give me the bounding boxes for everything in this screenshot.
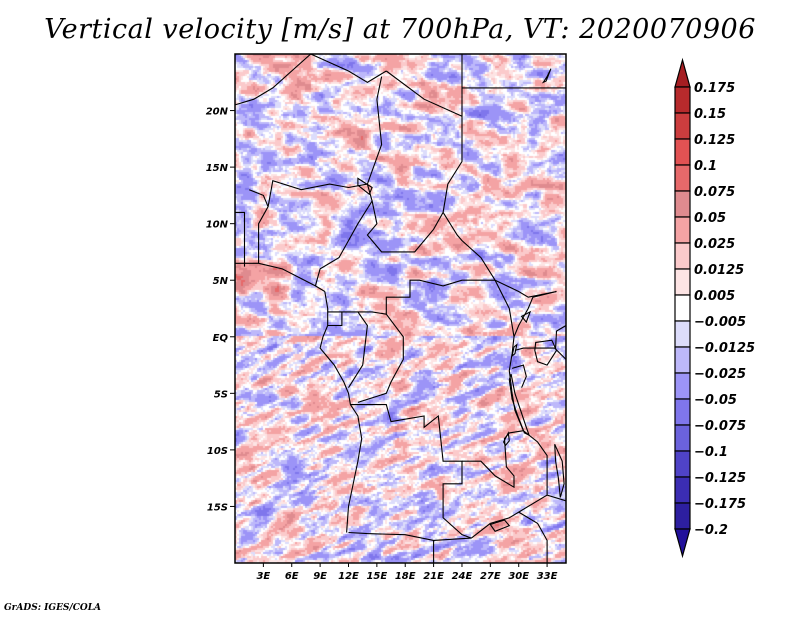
country-border [310, 53, 387, 83]
country-border [258, 262, 326, 292]
country-border [235, 179, 368, 264]
country-border [494, 279, 524, 431]
colorbar-segment [674, 502, 691, 530]
y-tick-label: 10N [206, 220, 229, 231]
colorbar-label: 0.1 [694, 159, 717, 174]
x-tick-label: 9E [313, 571, 327, 582]
colorbar-label: 0.15 [694, 107, 726, 122]
chart-title: Vertical velocity [m/s] at 700hPa, VT: 2… [44, 14, 756, 45]
colorbar-segment [674, 398, 691, 426]
y-tick-label: 20N [206, 107, 229, 118]
colorbar-segment [674, 450, 691, 478]
y-tick-label: 15S [207, 502, 228, 513]
colorbar-segment [674, 216, 691, 244]
x-tick-label: 27E [480, 571, 501, 582]
country-border [248, 189, 269, 207]
country-border [327, 311, 343, 327]
colorbar-segment [674, 476, 691, 504]
y-tick-label: 10S [207, 446, 228, 457]
colorbar-segment [674, 242, 691, 270]
country-border [366, 76, 444, 253]
country-border [350, 404, 472, 539]
country-border [462, 430, 548, 539]
x-tick-label: 12E [338, 571, 359, 582]
lake-outline [489, 519, 511, 532]
lake-outline [520, 310, 532, 324]
lake-outline [502, 431, 510, 447]
lake-outline [511, 343, 518, 358]
colorbar-lower-extend-arrow [674, 528, 691, 559]
grads-credit: GrADS: IGES/COLA [4, 603, 102, 613]
colorbar-segment [674, 320, 691, 348]
colorbar-label: −0.05 [694, 393, 737, 408]
colorbar-upper-extend-arrow [674, 57, 691, 88]
x-tick-label: 6E [285, 571, 299, 582]
country-border [348, 311, 368, 388]
country-border [357, 313, 404, 403]
colorbar-label: −0.075 [694, 419, 746, 434]
y-tick-label: 15N [206, 163, 229, 174]
colorbar-label: −0.125 [694, 471, 746, 486]
colorbar-label: −0.2 [694, 523, 728, 538]
colorbar-label: 0.0125 [694, 263, 744, 278]
colorbar-segment [674, 346, 691, 374]
colorbar-label: −0.0125 [694, 341, 755, 356]
y-axis: 20N 15N 10N 5N EQ 5S 10S 15S [206, 107, 235, 513]
colorbar-segment [674, 372, 691, 400]
country-border [511, 364, 527, 388]
colorbar-label: −0.1 [694, 445, 728, 460]
x-tick-label: 30E [508, 571, 529, 582]
lake-outline [534, 339, 558, 366]
lakes [357, 68, 565, 532]
x-axis: 3E 6E 9E 12E 15E 18E 21E 24E 27E 30E 33E [256, 563, 558, 582]
colorbar-segment [674, 424, 691, 452]
country-border [513, 290, 557, 338]
country-border [327, 279, 496, 315]
colorbar-label: −0.175 [694, 497, 746, 512]
colorbar-label: 0.05 [694, 211, 726, 226]
colorbar-segment [674, 190, 691, 218]
lake-outline [541, 68, 552, 84]
country-borders [234, 53, 567, 563]
x-tick-label: 15E [366, 571, 387, 582]
country-border [319, 291, 363, 533]
map-frame [234, 53, 567, 564]
colorbar-label: 0.175 [694, 81, 735, 96]
x-tick-label: 33E [537, 571, 558, 582]
colorbar-segment [674, 138, 691, 166]
lake-outline [508, 373, 531, 437]
x-tick-label: 3E [256, 571, 270, 582]
x-tick-label: 21E [423, 571, 444, 582]
y-tick-label: EQ [213, 333, 229, 344]
colorbar-segment [674, 268, 691, 296]
country-border [518, 511, 548, 563]
colorbar-segment [674, 112, 691, 140]
country-border [235, 211, 246, 267]
colorbar-label: −0.025 [694, 367, 746, 382]
lake-outline [554, 443, 565, 498]
country-border [385, 70, 557, 298]
country-border [546, 494, 567, 502]
colorbar-segment [674, 294, 691, 322]
x-tick-label: 18E [395, 571, 416, 582]
colorbar-label: −0.005 [694, 315, 746, 330]
colorbar-segment [674, 164, 691, 192]
y-tick-label: 5S [214, 389, 228, 400]
y-tick-label: 5N [213, 276, 229, 287]
lake-outline [357, 177, 373, 196]
vertical-velocity-field [235, 54, 566, 563]
colorbar-label: 0.125 [694, 133, 735, 148]
x-tick-label: 24E [452, 571, 473, 582]
colorbar-label: 0.005 [694, 289, 735, 304]
colorbar-label: 0.075 [694, 185, 735, 200]
country-border [314, 200, 373, 287]
country-border [514, 325, 567, 351]
colorbar-segment [674, 86, 691, 114]
colorbar-label: 0.025 [694, 237, 735, 252]
country-border [348, 531, 472, 541]
country-border [234, 53, 312, 106]
colorbar: 0.175 0.15 0.125 0.1 0.075 0.05 0.025 0.0125 0.0… [674, 57, 755, 559]
